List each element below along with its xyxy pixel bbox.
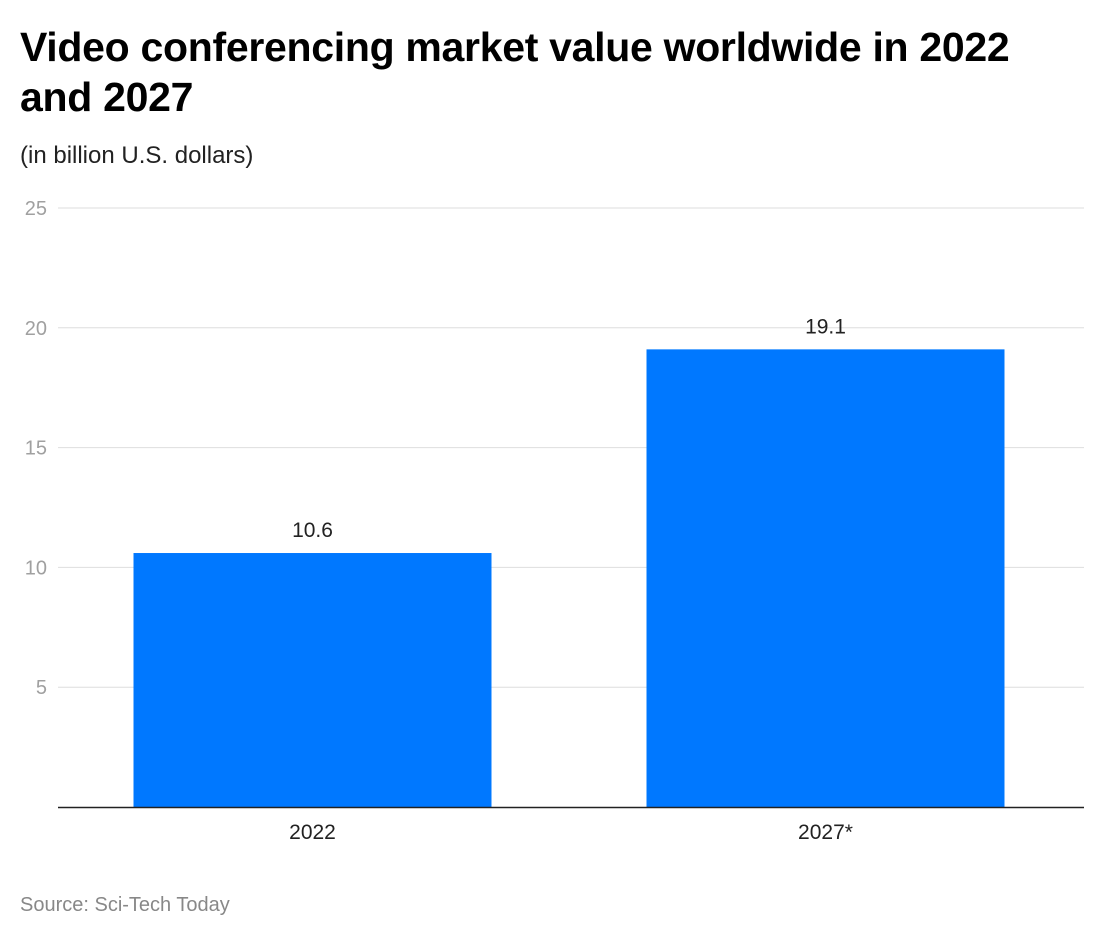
y-tick-label-20: 20 [25,318,47,340]
chart-title: Video conferencing market value worldwid… [20,24,1010,120]
x-tick-label-1: 2022 [289,821,336,844]
data-label-2: 19.1 [805,315,846,338]
x-tick-label-2: 2027* [798,821,853,844]
y-tick-label-25: 25 [25,198,47,220]
bar-chart: 5 10 15 20 25 10.6 2022 19.1 2027* [25,198,1084,844]
y-tick-label-10: 10 [25,557,47,579]
data-label-1: 10.6 [292,519,333,542]
labels: 5 10 15 20 25 10.6 2022 19.1 2027* [25,198,853,844]
bar-1 [133,553,492,807]
bar-2 [646,349,1005,807]
bars [133,349,1005,807]
y-tick-label-15: 15 [25,438,47,460]
source-note: Source: Sci-Tech Today [20,894,230,916]
chart-subtitle: (in billion U.S. dollars) [20,142,254,169]
y-tick-label-5: 5 [36,677,47,699]
